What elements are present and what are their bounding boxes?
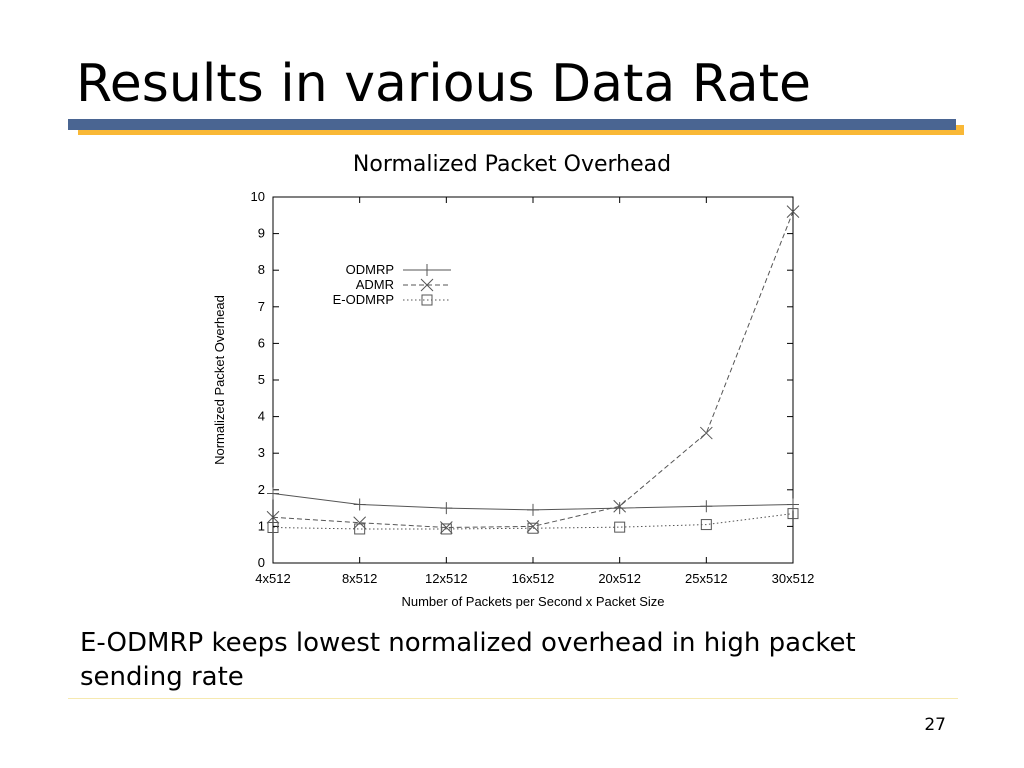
data-point-odmrp — [267, 487, 279, 500]
data-point-e-odmrp — [700, 519, 712, 531]
data-point-admr — [699, 426, 713, 440]
y-tick-label: 0 — [258, 555, 265, 570]
data-point-odmrp — [527, 503, 539, 516]
data-point-e-odmrp — [267, 521, 279, 533]
x-tick-label: 30x512 — [772, 571, 815, 586]
legend-marker-admr — [420, 278, 434, 292]
x-tick-label: 4x512 — [255, 571, 290, 586]
data-point-odmrp — [700, 500, 713, 513]
data-point-e-odmrp — [440, 523, 452, 535]
chart-heading: Normalized Packet Overhead — [352, 152, 672, 177]
data-point-e-odmrp — [614, 521, 626, 533]
x-axis-label: Number of Packets per Second x Packet Si… — [401, 594, 664, 609]
legend-marker-e-odmrp — [421, 294, 433, 306]
data-point-odmrp — [440, 502, 453, 515]
x-tick-label: 8x512 — [342, 571, 377, 586]
y-tick-label: 4 — [258, 409, 265, 424]
y-tick-label: 10 — [251, 189, 265, 204]
data-point-e-odmrp — [527, 522, 539, 534]
legend-marker-odmrp — [421, 264, 433, 276]
data-point-admr — [266, 510, 280, 524]
slide-title: Results in various Data Rate — [76, 54, 812, 114]
data-point-odmrp — [613, 502, 626, 515]
x-tick-label: 16x512 — [512, 571, 555, 586]
y-axis-label: Normalized Packet Overhead — [212, 295, 227, 465]
y-tick-label: 2 — [258, 482, 265, 497]
data-point-admr — [613, 499, 627, 513]
data-point-admr — [786, 205, 800, 218]
legend-label-e-odmrp: E-ODMRP — [333, 292, 394, 307]
series-line-e-odmrp — [272, 513, 794, 530]
title-underline — [68, 119, 956, 130]
line-chart: 0 1 2 3 4 5 6 7 8 9 10 4x512 8x512 12x512 16x512 20x512… — [212, 189, 815, 609]
slide-caption: E-ODMRP keeps lowest normalized overhead… — [80, 628, 856, 692]
x-tick-label: 25x512 — [685, 571, 728, 586]
y-tick-label: 8 — [258, 262, 265, 277]
data-point-odmrp — [353, 498, 366, 511]
title-underline-shadow — [78, 125, 964, 135]
y-tick-label: 9 — [258, 226, 265, 241]
legend-label-admr: ADMR — [356, 277, 394, 292]
data-point-admr — [353, 516, 367, 530]
x-tick-label: 12x512 — [425, 571, 468, 586]
series-line-admr — [272, 211, 794, 528]
y-tick-label: 6 — [258, 335, 265, 350]
data-point-admr — [526, 520, 540, 533]
legend-label-odmrp: ODMRP — [346, 262, 394, 277]
data-point-e-odmrp — [787, 508, 799, 520]
y-tick-label: 5 — [258, 372, 265, 387]
y-tick-label: 7 — [258, 299, 265, 314]
data-point-e-odmrp — [354, 523, 366, 535]
x-tick-label: 20x512 — [598, 571, 641, 586]
y-tick-label: 1 — [258, 518, 265, 533]
page-number: 27 — [924, 715, 946, 735]
y-tick-label: 3 — [258, 445, 265, 460]
footer-divider — [68, 698, 958, 699]
